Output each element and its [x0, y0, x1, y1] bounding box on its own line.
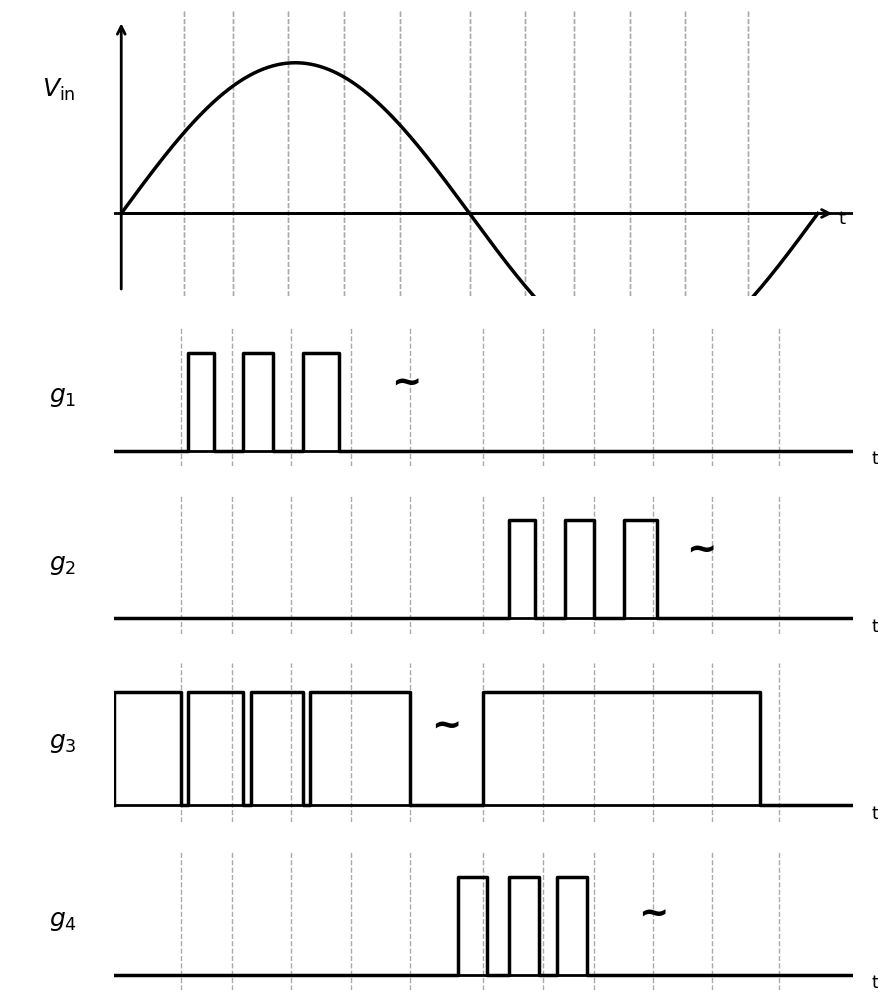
Text: t: t — [838, 210, 845, 228]
Text: t: t — [870, 450, 877, 468]
Text: ~: ~ — [391, 366, 421, 400]
Text: t: t — [870, 805, 877, 823]
Text: t: t — [870, 974, 877, 992]
Text: ~: ~ — [637, 897, 667, 931]
Text: t: t — [870, 618, 877, 636]
Text: $g_2$: $g_2$ — [49, 553, 76, 577]
Text: $g_1$: $g_1$ — [49, 385, 76, 409]
Text: ~: ~ — [431, 710, 461, 744]
Text: $V_{\mathrm{in}}$: $V_{\mathrm{in}}$ — [42, 77, 76, 103]
Text: ~: ~ — [686, 534, 716, 568]
Text: $g_3$: $g_3$ — [48, 731, 76, 755]
Text: $g_4$: $g_4$ — [48, 909, 76, 933]
